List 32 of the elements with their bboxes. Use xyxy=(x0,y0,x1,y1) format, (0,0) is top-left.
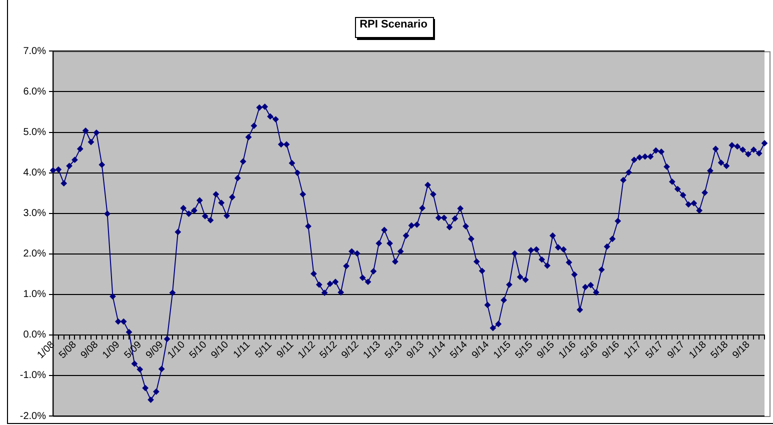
chart-title: RPI Scenario xyxy=(360,18,428,31)
x-tick-label: 9/08 xyxy=(78,339,101,362)
x-tick-label: 5/15 xyxy=(513,339,536,362)
x-tick-label: 1/11 xyxy=(232,339,253,360)
y-tick-label: 1.0% xyxy=(23,289,46,300)
x-tick-label: 9/18 xyxy=(730,339,753,362)
y-tick-label: -1.0% xyxy=(20,370,46,382)
y-tick-label: 0.0% xyxy=(23,330,46,341)
x-tick-label: 5/14 xyxy=(448,339,470,362)
x-tick-label: 9/09 xyxy=(144,339,166,362)
y-tick-label: 6.0% xyxy=(23,86,46,98)
x-tick-label: 9/11 xyxy=(275,339,296,360)
y-tick-label: -2.0% xyxy=(20,410,46,422)
x-tick-label: 9/12 xyxy=(340,339,362,362)
x-tick-label: 5/08 xyxy=(57,339,80,362)
x-tick-label: 9/10 xyxy=(209,339,232,362)
x-tick-label: 1/09 xyxy=(100,339,123,362)
y-tick-label: 5.0% xyxy=(23,127,46,138)
y-tick-label: 3.0% xyxy=(23,208,46,220)
x-tick-label: 9/14 xyxy=(470,339,492,362)
x-tick-label: 9/13 xyxy=(404,339,427,362)
y-tick-label: 4.0% xyxy=(23,168,46,179)
y-tick-label: 7.0% xyxy=(23,46,46,57)
x-tick-label: 5/11 xyxy=(253,339,275,360)
x-tick-label: 5/13 xyxy=(383,339,405,362)
x-tick-label: 5/09 xyxy=(122,339,144,362)
x-tick-label: 9/16 xyxy=(600,339,622,362)
x-tick-label: 5/12 xyxy=(318,339,340,362)
y-tick-label: 2.0% xyxy=(23,248,46,260)
x-tick-label: 5/16 xyxy=(578,339,601,362)
x-tick-label: 5/18 xyxy=(709,339,731,362)
x-tick-label: 5/10 xyxy=(188,339,210,362)
